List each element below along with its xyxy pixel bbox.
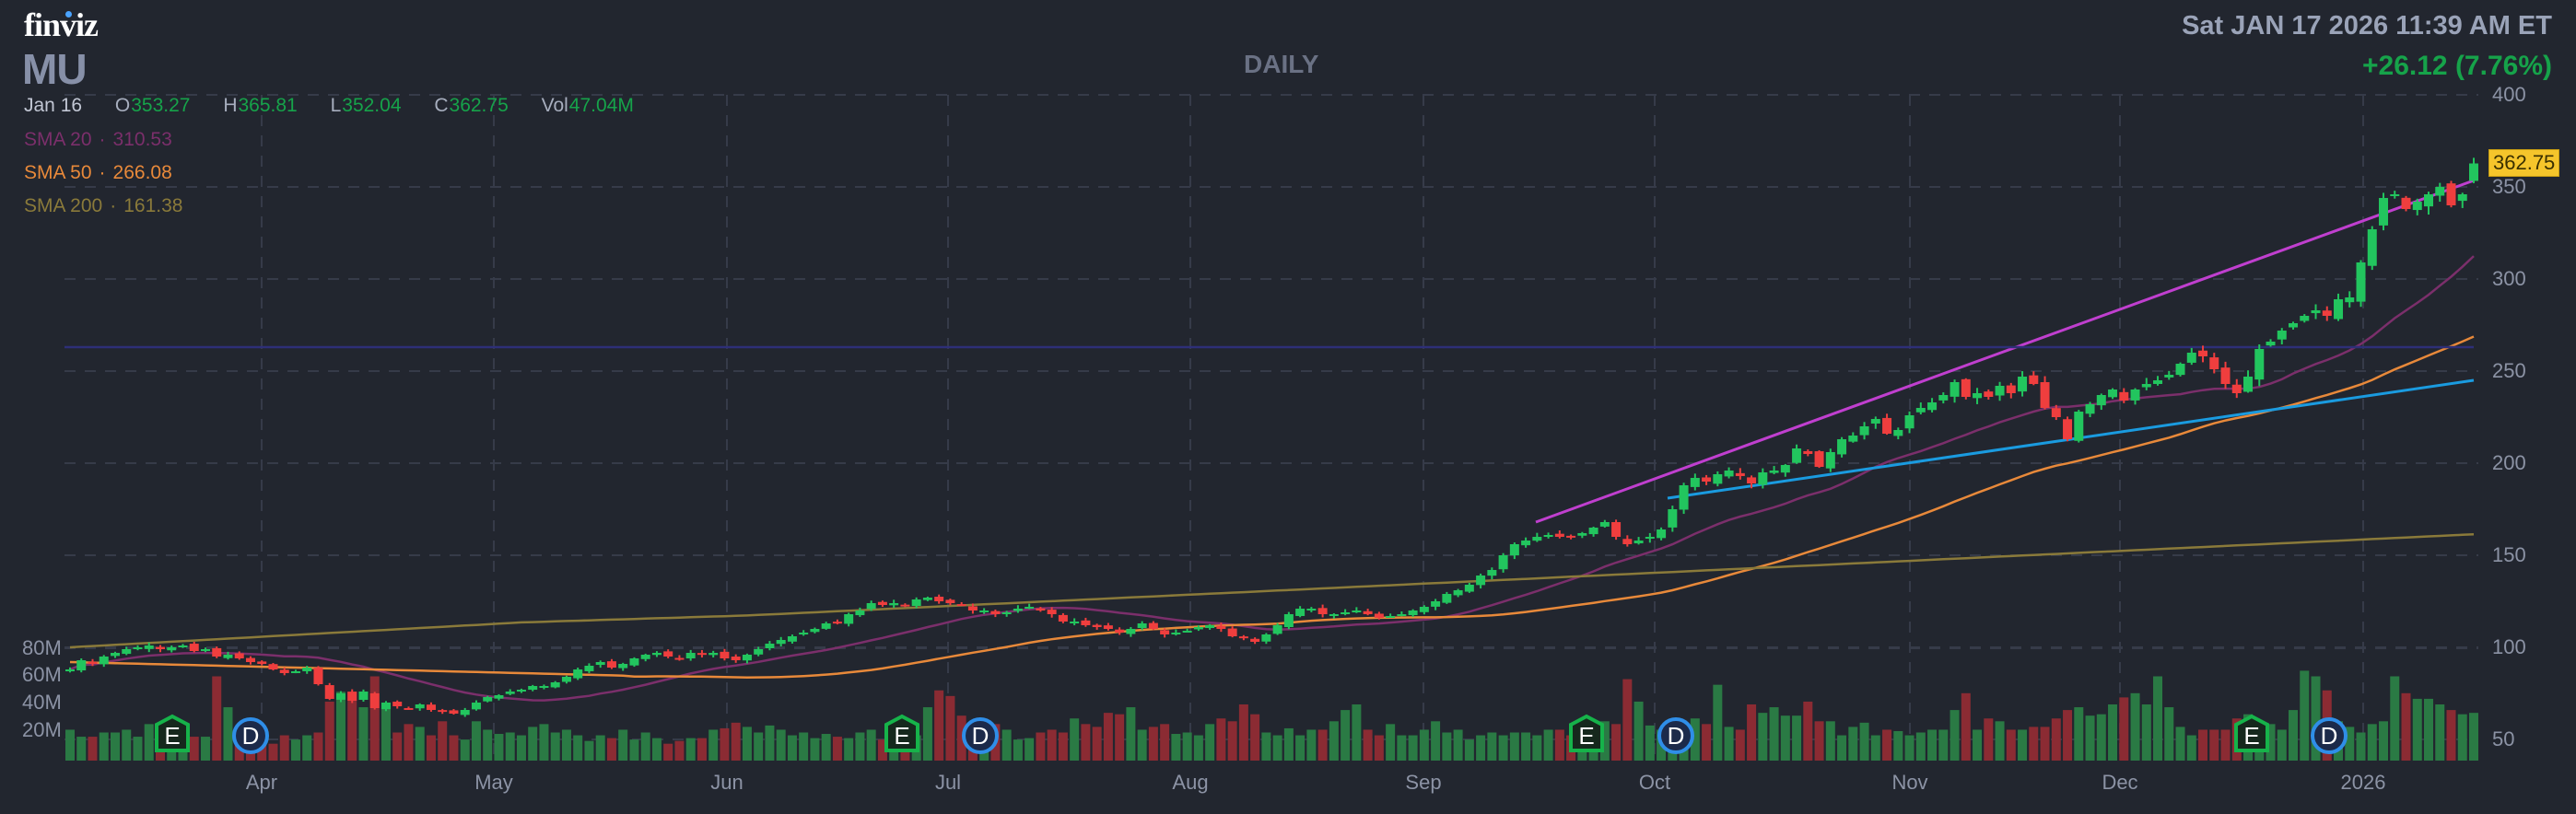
sma50-line: [69, 335, 2475, 679]
candlesticks: [65, 157, 2478, 717]
finviz-logo[interactable]: finviz: [24, 6, 99, 43]
logo-dot: [65, 11, 72, 17]
volume-value: 47.04M: [568, 95, 634, 116]
chart-period: DAILY: [1244, 50, 1319, 78]
grid: [64, 94, 2478, 761]
low-label: L: [330, 95, 342, 116]
sma200-line: [69, 532, 2475, 649]
volume-tick-20m: 20M: [22, 718, 62, 741]
dividend-badge[interactable]: D: [232, 717, 269, 754]
earnings-badge[interactable]: E: [155, 714, 190, 752]
svg-text:E: E: [1578, 722, 1594, 750]
upper-channel-line[interactable]: [1535, 179, 2475, 524]
high-value: 365.81: [238, 95, 298, 116]
svg-text:D: D: [972, 722, 989, 750]
x-tick-oct: Oct: [1638, 771, 1671, 794]
x-tick-may: May: [474, 771, 513, 794]
y-tick-200: 200: [2492, 451, 2526, 474]
y-tick-300: 300: [2492, 267, 2526, 290]
sma50-legend[interactable]: SMA 50 · 266.08: [24, 162, 172, 183]
price-change: +26.12 (7.76%): [2362, 51, 2552, 81]
x-tick-jun: Jun: [710, 771, 744, 794]
y-tick-50: 50: [2492, 727, 2515, 750]
svg-text:E: E: [164, 722, 180, 750]
y-tick-100: 100: [2492, 635, 2526, 658]
close-value: 362.75: [449, 95, 509, 116]
y-tick-250: 250: [2492, 359, 2526, 382]
x-tick-apr: Apr: [245, 771, 278, 794]
dividend-badge[interactable]: D: [2311, 717, 2348, 754]
svg-text:E: E: [2243, 722, 2259, 750]
x-tick-dec: Dec: [2102, 771, 2138, 794]
svg-text:D: D: [1668, 722, 1685, 750]
svg-text:E: E: [894, 722, 909, 750]
x-tick-aug: Aug: [1172, 771, 1209, 794]
svg-text:D: D: [242, 722, 260, 750]
sma200-legend[interactable]: SMA 200 · 161.38: [24, 195, 183, 216]
close-label: C: [434, 95, 449, 116]
open-label: O: [114, 95, 131, 116]
last-price-tag: 362.75: [2488, 149, 2560, 177]
x-tick-jul: Jul: [934, 771, 962, 794]
ticker-symbol: MU: [22, 45, 88, 93]
volume-label: Vol: [541, 95, 568, 116]
y-tick-400: 400: [2492, 83, 2526, 106]
x-tick-sep: Sep: [1405, 771, 1442, 794]
earnings-badge[interactable]: E: [884, 714, 919, 752]
ohlc-date: Jan 16: [24, 95, 83, 116]
open-value: 353.27: [131, 95, 191, 116]
datetime: Sat JAN 17 2026 11:39 AM ET: [2182, 11, 2552, 41]
volume-bars: [65, 670, 2478, 761]
svg-text:D: D: [2321, 722, 2338, 750]
sma20-line: [69, 255, 2475, 702]
volume-tick-60m: 60M: [22, 663, 62, 686]
dividend-badge[interactable]: D: [1657, 717, 1694, 754]
ohlc-legend: Jan 16 O353.27 H365.81 L352.04 C362.75 V…: [24, 95, 634, 117]
low-value: 352.04: [342, 95, 402, 116]
volume-tick-80m: 80M: [22, 636, 62, 659]
y-tick-350: 350: [2492, 175, 2526, 198]
y-tick-150: 150: [2492, 543, 2526, 566]
volume-tick-40m: 40M: [22, 691, 62, 714]
x-tick-nov: Nov: [1891, 771, 1928, 794]
x-tick-2026: 2026: [2340, 771, 2386, 794]
dividend-badge[interactable]: D: [962, 717, 999, 754]
high-label: H: [223, 95, 238, 116]
earnings-badge[interactable]: E: [1569, 714, 1604, 752]
earnings-badge[interactable]: E: [2234, 714, 2269, 752]
sma20-legend[interactable]: SMA 20 · 310.53: [24, 129, 172, 150]
